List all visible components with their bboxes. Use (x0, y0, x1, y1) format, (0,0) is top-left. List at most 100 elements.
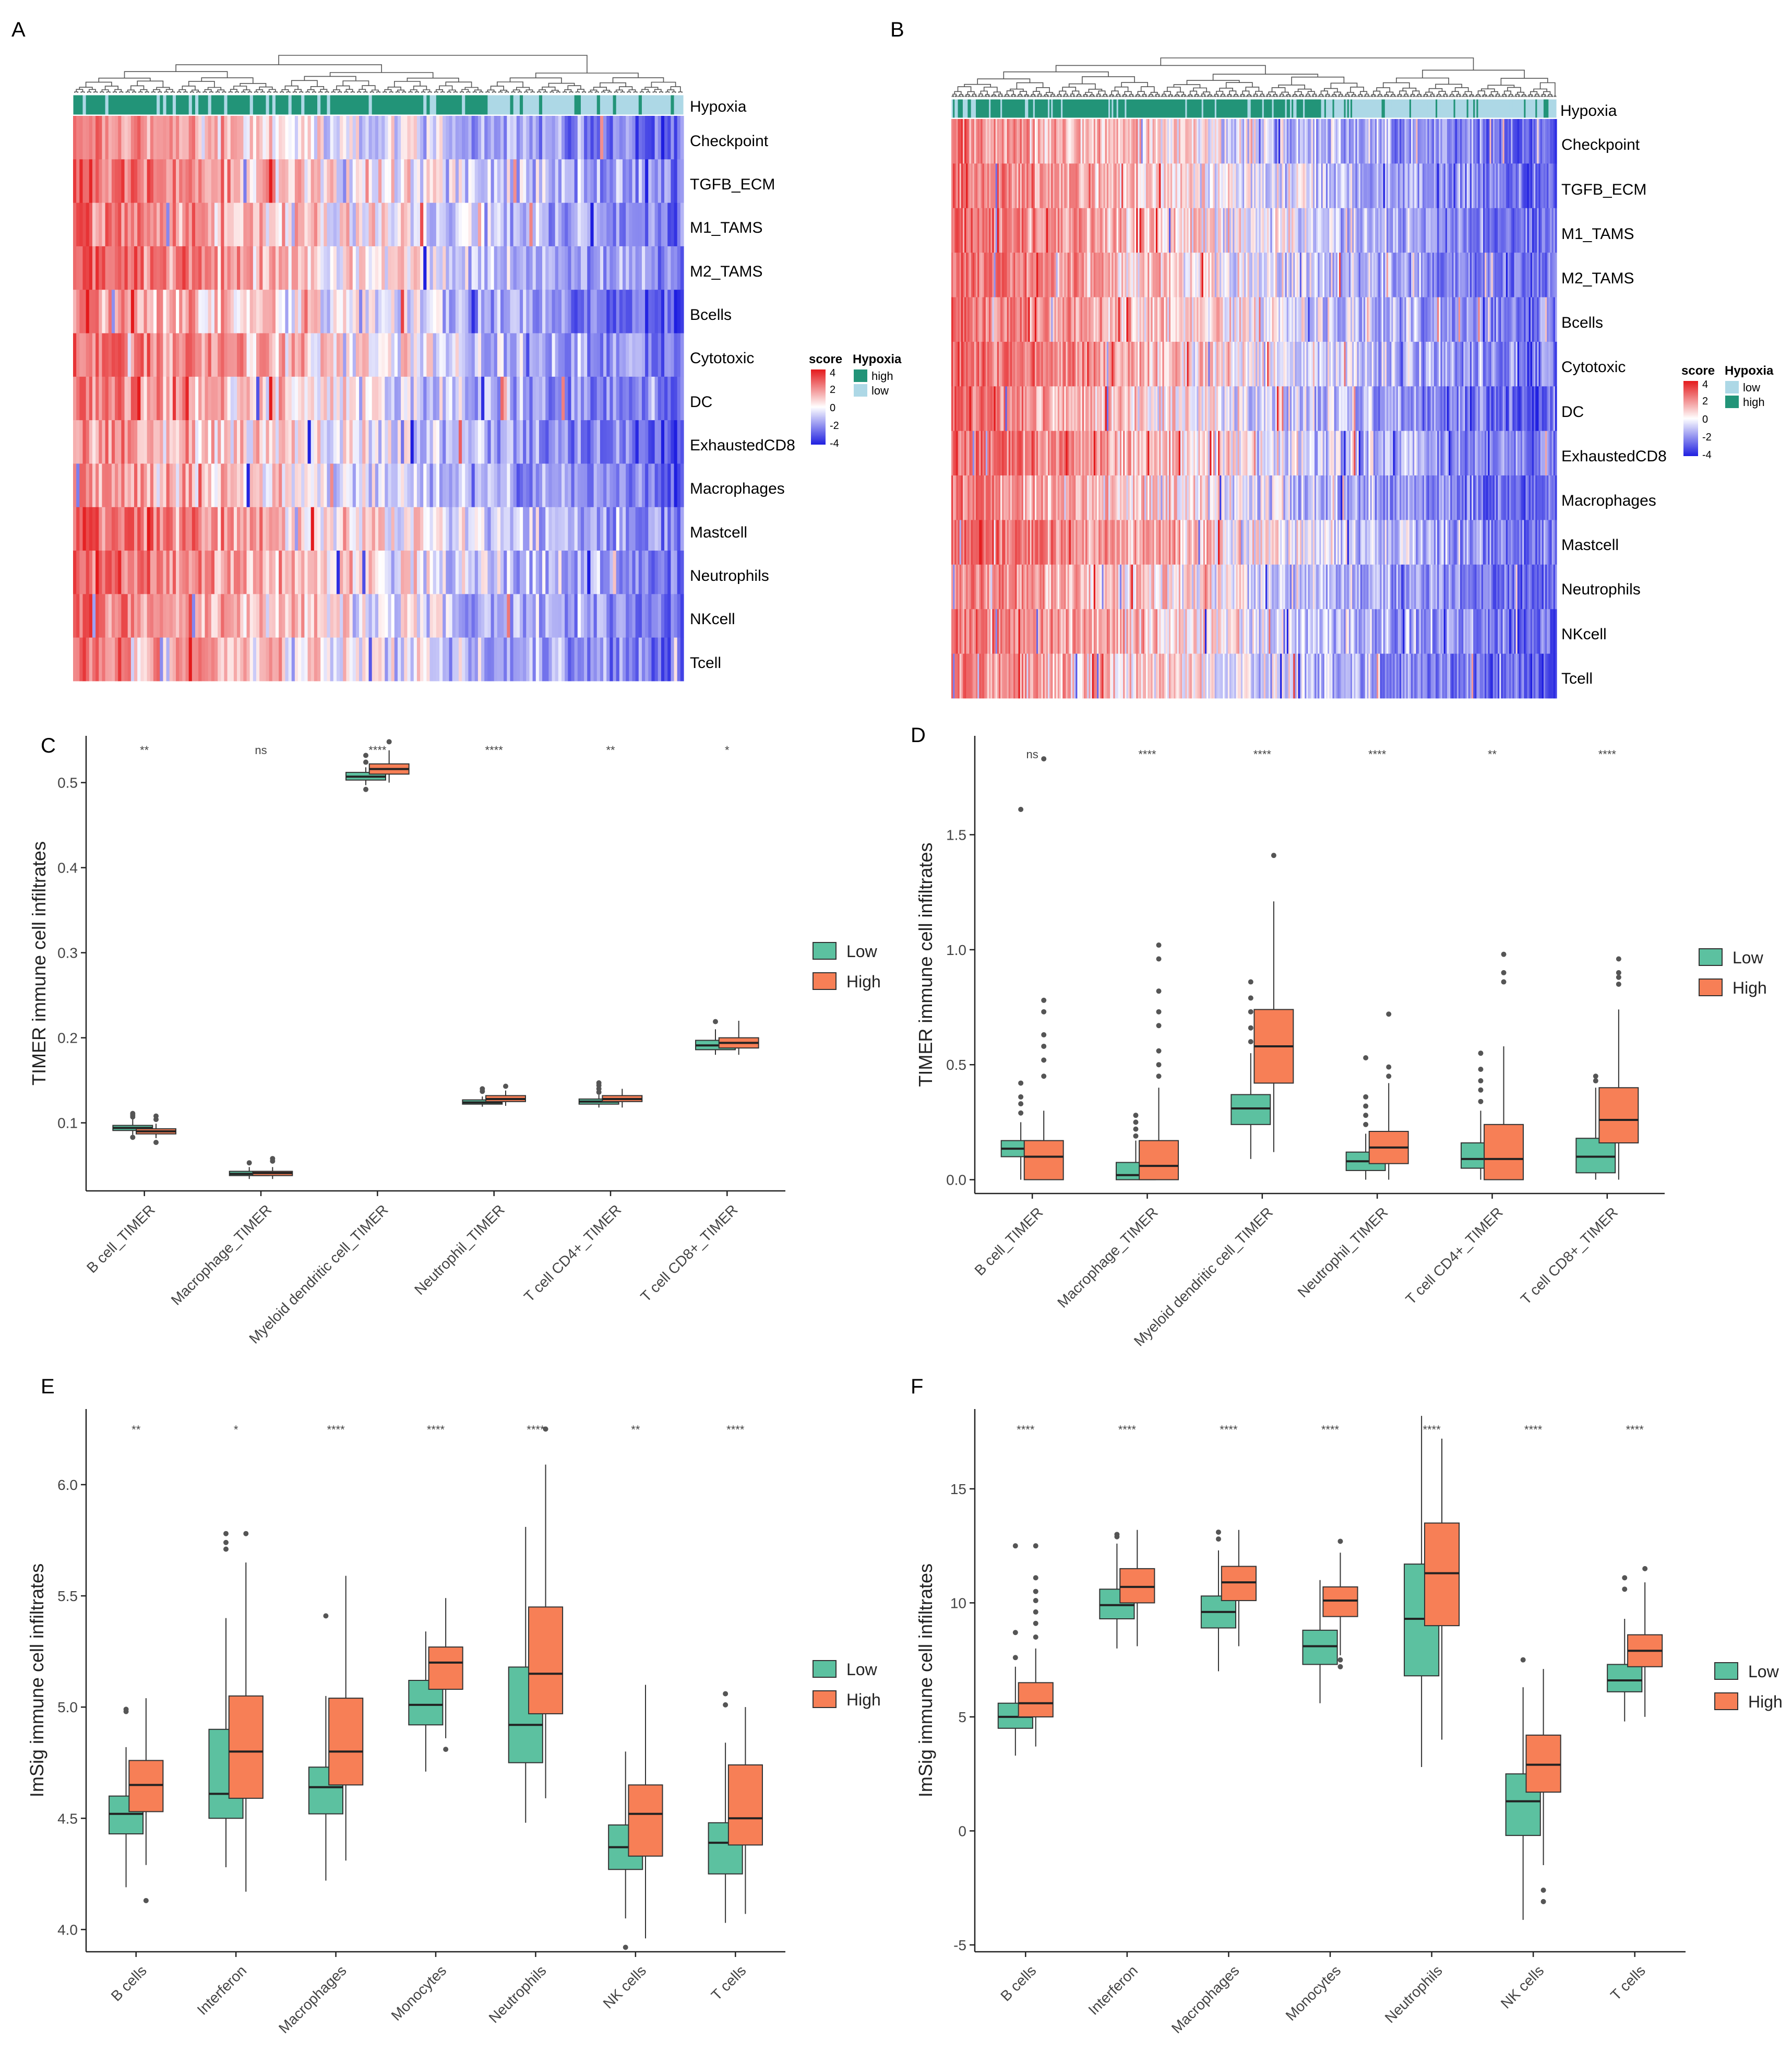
heatmap-cell (580, 637, 584, 682)
heatmap-cell (346, 290, 350, 333)
heatmap-cell (658, 551, 662, 594)
heatmap-cell (137, 159, 141, 204)
hypoxia-annotation-cell (79, 95, 83, 115)
hypoxia-annotation-cell (661, 95, 665, 115)
heatmap-cell (1040, 297, 1042, 342)
heatmap-cell (118, 507, 122, 551)
heatmap-cell (333, 333, 337, 377)
heatmap-cell (233, 551, 237, 594)
heatmap-cell (1103, 208, 1106, 253)
heatmap-cell (1105, 297, 1107, 342)
heatmap-cell (529, 420, 533, 464)
heatmap-cell (982, 386, 985, 432)
heatmap-cell (102, 420, 106, 464)
heatmap-cell (1074, 341, 1076, 387)
hypoxia-annotation-cell (368, 95, 373, 115)
hypoxia-annotation-cell (610, 95, 614, 115)
heatmap-cell (317, 290, 321, 333)
hypoxia-annotation-cell (1270, 99, 1273, 118)
heatmap-cell (172, 333, 176, 377)
heatmap-cell (362, 551, 366, 594)
hypoxia-annotation-cell (977, 99, 979, 118)
heatmap-cell (465, 376, 469, 421)
heatmap-cell (1069, 609, 1071, 654)
hypoxia-annotation-cell (1243, 99, 1245, 118)
heatmap-cell (606, 290, 610, 333)
heatmap-cell (324, 637, 328, 682)
hypoxia-annotation-cell (1488, 99, 1490, 118)
heatmap-cell (671, 376, 675, 421)
heatmap-cell (548, 290, 553, 333)
heatmap-cell (590, 420, 594, 464)
heatmap-cell (1105, 208, 1107, 253)
heatmap-cell (262, 116, 267, 160)
heatmap-cell (362, 159, 366, 204)
heatmap-cell (304, 463, 308, 508)
heatmap-cell (562, 637, 565, 682)
heatmap-cell (526, 116, 530, 160)
heatmap-cell (166, 376, 170, 421)
heatmap-cell (1028, 119, 1031, 164)
heatmap-cell (1085, 475, 1088, 520)
heatmap-cell (208, 637, 212, 682)
heatmap-cell (372, 246, 376, 290)
hypoxia-annotation-cell (1335, 99, 1338, 118)
heatmap-cell (118, 116, 122, 160)
heatmap-cell (1085, 119, 1088, 164)
hypoxia-annotation-cell (1116, 99, 1119, 118)
heatmap-cell (677, 420, 681, 464)
heatmap-cell (240, 116, 244, 160)
heatmap-cell (1092, 431, 1094, 476)
heatmap-cell (994, 520, 996, 565)
heatmap-cell (172, 594, 176, 638)
heatmap-cell (1072, 475, 1074, 520)
heatmap-cell (1034, 564, 1037, 610)
heatmap-cell (1095, 163, 1097, 209)
heatmap-cell (1061, 119, 1063, 164)
heatmap-cell (1034, 431, 1037, 476)
heatmap-cell (584, 333, 588, 377)
heatmap-cell (574, 290, 578, 333)
heatmap-cell (169, 420, 173, 464)
heatmap-cell (1059, 609, 1061, 654)
heatmap-cell (959, 253, 962, 297)
heatmap-cell (443, 420, 446, 464)
heatmap-cell (259, 116, 263, 160)
heatmap-cell (275, 463, 279, 508)
heatmap-cell (176, 290, 180, 333)
heatmap-cell (269, 594, 273, 638)
heatmap-cell (989, 208, 991, 253)
heatmap-cell (635, 116, 639, 160)
heatmap-cell (243, 246, 247, 290)
heatmap-cell (262, 376, 267, 421)
heatmap-cell (548, 463, 553, 508)
heatmap-cell (1070, 431, 1073, 476)
heatmap-cell (984, 253, 986, 297)
heatmap-cell (596, 246, 601, 290)
heatmap-cell (205, 507, 209, 551)
heatmap-cell (160, 116, 164, 160)
heatmap-cell (375, 463, 379, 508)
heatmap-cell (73, 594, 77, 638)
heatmap-cell (346, 637, 350, 682)
heatmap-cell (73, 551, 77, 594)
heatmap-cell (73, 159, 77, 204)
heatmap-cell (282, 202, 286, 247)
heatmap-cell (423, 463, 427, 508)
heatmap-cell (127, 637, 132, 682)
heatmap-cell (1033, 653, 1035, 699)
heatmap-cell (134, 290, 138, 333)
heatmap-a-row-label: Neutrophils (690, 567, 769, 584)
heatmap-cell (1119, 386, 1122, 432)
heatmap-cell (310, 159, 315, 204)
hypoxia-annotation-cell (1273, 99, 1276, 118)
heatmap-cell (1097, 475, 1099, 520)
heatmap-cell (385, 594, 389, 638)
heatmap-cell (249, 463, 254, 508)
heatmap-cell (658, 290, 662, 333)
heatmap-cell (979, 609, 982, 654)
heatmap-cell (147, 507, 151, 551)
heatmap-cell (86, 202, 90, 247)
heatmap-cell (249, 594, 254, 638)
heatmap-cell (1074, 653, 1076, 699)
